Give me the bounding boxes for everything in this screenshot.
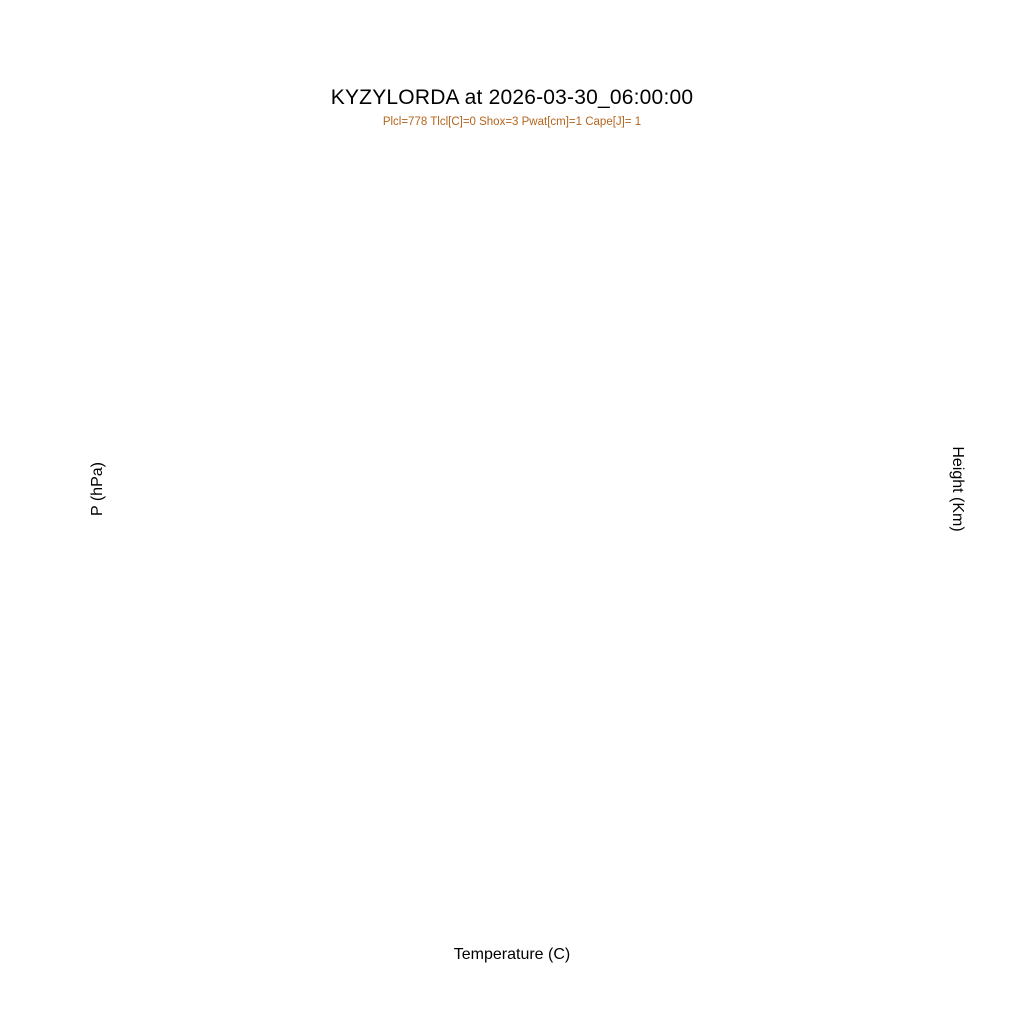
- x-axis-label: Temperature (C): [453, 946, 571, 963]
- page-title: KYZYLORDA at 2026-03-30_06:00:00: [330, 86, 694, 109]
- subtitle-indices: Plcl=778 Tlcl[C]=0 Shox=3 Pwat[cm]=1 Cap…: [382, 116, 642, 128]
